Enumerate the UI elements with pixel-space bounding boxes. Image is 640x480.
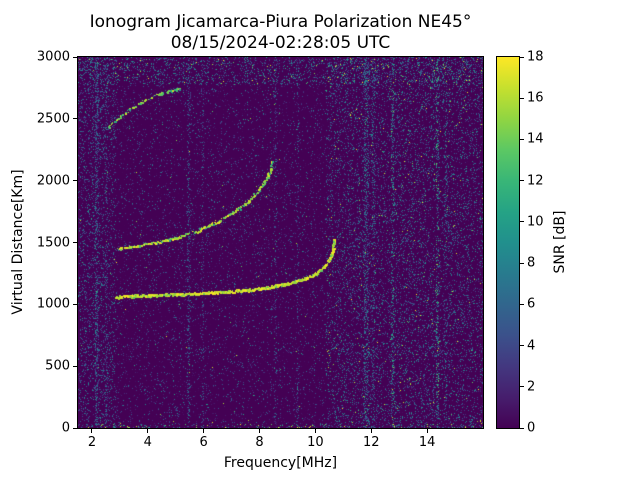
- x-tick-label: 2: [87, 435, 97, 450]
- colorbar-tick-mark: [520, 138, 524, 140]
- colorbar-tick-mark: [520, 97, 524, 99]
- x-tick-label: 4: [143, 435, 152, 450]
- colorbar-tick-mark: [520, 303, 524, 305]
- y-tick-label: 3000: [36, 49, 70, 65]
- colorbar-tick-mark: [520, 221, 524, 223]
- x-tick-label: 10: [307, 435, 324, 450]
- colorbar-tick-mark: [520, 427, 524, 429]
- y-tick-mark: [73, 427, 77, 429]
- y-axis-label: Virtual Distance[Km]: [10, 169, 26, 315]
- y-tick-label: 2500: [36, 111, 70, 127]
- y-tick-label: 1000: [36, 296, 70, 312]
- colorbar-tick-label: 14: [527, 131, 544, 147]
- y-tick-mark: [73, 303, 77, 305]
- colorbar: [496, 56, 520, 429]
- x-tick-mark: [203, 429, 205, 433]
- colorbar-tick-mark: [520, 180, 524, 182]
- colorbar-label: SNR [dB]: [552, 210, 568, 274]
- x-tick-label: 14: [418, 435, 436, 450]
- colorbar-tick-label: 10: [527, 214, 544, 230]
- x-tick-label: 12: [362, 435, 380, 450]
- colorbar-tick-mark: [520, 345, 524, 347]
- colorbar-tick-label: 4: [527, 338, 536, 354]
- x-tick-mark: [147, 429, 149, 433]
- heatmap-canvas: [78, 57, 483, 428]
- colorbar-tick-mark: [520, 262, 524, 264]
- colorbar-tick-label: 16: [527, 90, 544, 106]
- x-tick-label: 8: [255, 435, 264, 450]
- y-tick-mark: [73, 365, 77, 367]
- y-tick-mark: [73, 56, 77, 58]
- x-tick-mark: [426, 429, 428, 433]
- y-tick-label: 0: [61, 420, 70, 436]
- colorbar-tick-label: 18: [527, 49, 544, 65]
- x-tick-mark: [314, 429, 316, 433]
- plot-area: [77, 56, 484, 429]
- y-tick-label: 1500: [36, 235, 70, 250]
- y-tick-mark: [73, 180, 77, 182]
- y-tick-label: 500: [45, 358, 70, 374]
- x-tick-mark: [259, 429, 261, 433]
- x-tick-mark: [370, 429, 372, 433]
- colorbar-tick-label: 8: [527, 255, 536, 271]
- y-tick-mark: [73, 242, 77, 243]
- colorbar-tick-mark: [520, 386, 524, 388]
- colorbar-tick-label: 0: [527, 420, 536, 436]
- colorbar-tick-mark: [520, 56, 524, 58]
- y-tick-mark: [73, 118, 77, 120]
- x-tick-label: 6: [199, 435, 208, 450]
- y-tick-label: 2000: [36, 173, 70, 189]
- colorbar-tick-label: 2: [527, 379, 536, 395]
- chart-title: Ionogram Jicamarca-Piura Polarization NE…: [89, 12, 472, 32]
- colorbar-tick-label: 6: [527, 296, 536, 312]
- x-axis-label: Frequency[MHz]: [223, 455, 338, 471]
- colorbar-tick-label: 12: [527, 173, 544, 189]
- chart-subtitle: 08/15/2024-02:28:05 UTC: [170, 33, 391, 53]
- x-tick-mark: [91, 429, 93, 433]
